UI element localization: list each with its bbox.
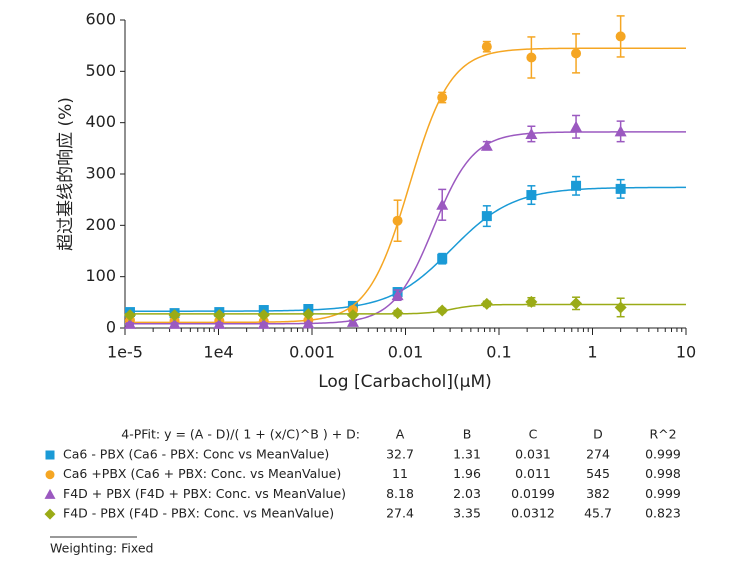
legend-label: F4D - PBX (F4D - PBX: Conc. vs MeanValue… (63, 506, 334, 521)
x-tick-label: 1 (587, 343, 597, 362)
fit-value: 3.35 (453, 506, 481, 521)
marker (436, 304, 449, 317)
fit-value: 8.18 (386, 486, 414, 501)
marker (436, 198, 449, 210)
marker (480, 297, 493, 310)
marker (614, 301, 627, 314)
marker (480, 139, 493, 151)
fit-value: 1.31 (453, 447, 481, 462)
x-tick-label: 10 (676, 343, 696, 362)
legend-label: Ca6 +PBX (Ca6 + PBX: Conc. vs MeanValue) (63, 466, 341, 481)
fit-value: 0.998 (645, 466, 681, 481)
marker (570, 297, 583, 310)
marker (437, 253, 448, 264)
marker (526, 190, 537, 201)
fit-curve (125, 303, 686, 315)
note: Weighting: Fixed (50, 541, 153, 556)
marker (570, 120, 583, 132)
marker (213, 309, 226, 322)
marker (571, 180, 582, 191)
marker (392, 215, 403, 226)
marker (123, 309, 136, 322)
y-tick-label: 600 (85, 10, 116, 29)
x-axis-label: Log [Carbachol](μM) (318, 372, 492, 392)
fit-header: 4-PFit: y = (A - D)/( 1 + (x/C)^B ) + D: (121, 427, 360, 442)
marker (615, 183, 626, 194)
marker (391, 307, 404, 320)
marker (302, 317, 315, 329)
y-tick-label: 300 (85, 164, 116, 183)
fit-curve (125, 131, 686, 325)
fit-value: 2.03 (453, 486, 481, 501)
fit-value: 1.96 (453, 466, 481, 481)
legend-marker (45, 450, 55, 460)
marker (391, 289, 404, 301)
marker (123, 317, 136, 329)
fit-column-header: D (593, 427, 603, 442)
y-axis-label: 超过基线的响应 (%) (56, 97, 76, 251)
marker (526, 52, 537, 63)
fit-curve (125, 47, 686, 324)
marker (615, 31, 626, 42)
y-tick-label: 500 (85, 61, 116, 80)
marker (614, 125, 627, 137)
fit-value: 32.7 (386, 447, 414, 462)
x-tick-label: 0.001 (289, 343, 335, 362)
fit-column-header: C (529, 427, 538, 442)
marker (437, 92, 448, 103)
legend-marker (44, 488, 56, 499)
marker (481, 41, 492, 52)
marker (168, 309, 181, 322)
fit-value: 274 (586, 447, 610, 462)
fit-value: 45.7 (584, 506, 612, 521)
marker (571, 48, 582, 59)
fit-value: 0.031 (515, 447, 551, 462)
marker (168, 317, 181, 329)
marker (346, 309, 359, 322)
y-tick-label: 400 (85, 112, 116, 131)
fit-curve (125, 186, 686, 312)
marker (302, 308, 315, 321)
fit-value: 382 (586, 486, 610, 501)
fit-value: 0.999 (645, 447, 681, 462)
marker (481, 211, 492, 222)
fit-column-header: B (463, 427, 472, 442)
fit-value: 0.0199 (511, 486, 555, 501)
fit-value: 0.823 (645, 506, 681, 521)
fit-column-header: A (396, 427, 405, 442)
x-tick-label: 0.01 (388, 343, 424, 362)
marker (525, 295, 538, 308)
x-tick-label: 1e4 (203, 343, 233, 362)
marker (257, 317, 270, 329)
y-tick-label: 0 (106, 318, 116, 337)
x-tick-label: 0.1 (486, 343, 511, 362)
marker (257, 309, 270, 322)
fit-value: 0.999 (645, 486, 681, 501)
x-tick-label: 1e-5 (107, 343, 143, 362)
marker (525, 127, 538, 139)
fit-value: 27.4 (386, 506, 414, 521)
y-tick-label: 200 (85, 215, 116, 234)
legend-marker (44, 508, 56, 520)
fit-value: 0.0312 (511, 506, 555, 521)
marker (346, 315, 359, 327)
fit-value: 545 (586, 466, 610, 481)
fit-value: 0.011 (515, 466, 551, 481)
legend-label: Ca6 - PBX (Ca6 - PBX: Conc vs MeanValue) (63, 447, 329, 462)
legend-label: F4D + PBX (F4D + PBX: Conc. vs MeanValue… (63, 486, 346, 501)
marker (213, 317, 226, 329)
fit-column-header: R^2 (649, 427, 676, 442)
fit-value: 11 (392, 466, 408, 481)
legend-marker (45, 470, 55, 480)
y-tick-label: 100 (85, 266, 116, 285)
